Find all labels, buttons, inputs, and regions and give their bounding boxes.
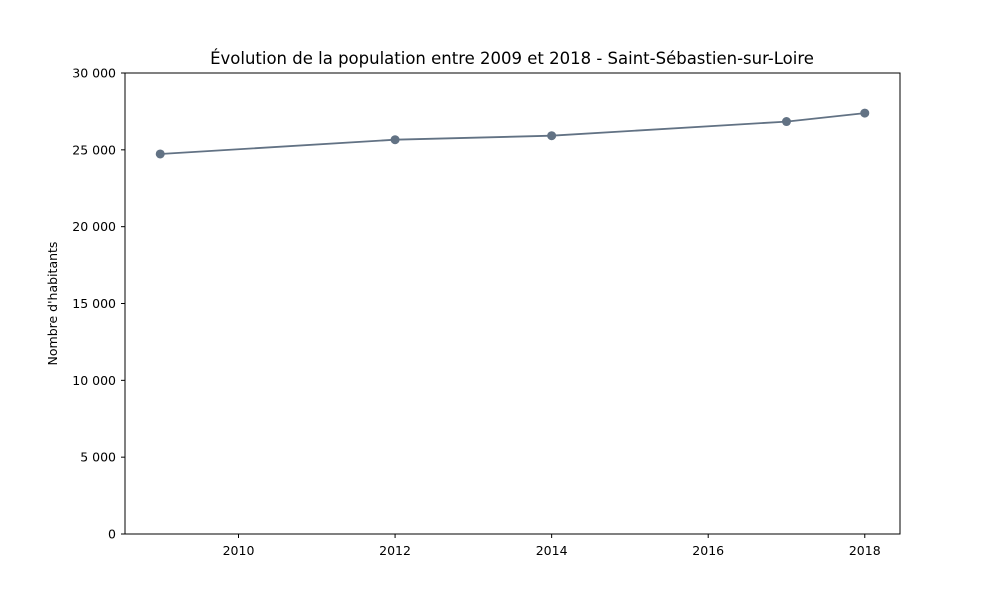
y-tick-label: 5 000 — [80, 450, 116, 465]
x-tick-label: 2018 — [849, 543, 881, 558]
y-tick-label: 30 000 — [72, 66, 116, 81]
series-line — [160, 112, 865, 155]
data-point — [547, 131, 557, 141]
data-point — [781, 117, 791, 127]
data-point — [860, 108, 870, 118]
plot-frame — [124, 72, 901, 535]
x-tick-label: 2014 — [536, 543, 568, 558]
x-tick-label: 2010 — [223, 543, 255, 558]
data-point — [155, 149, 165, 159]
x-tick-label: 2012 — [379, 543, 411, 558]
chart-title: Évolution de la population entre 2009 et… — [210, 49, 814, 68]
y-axis-ticks: 0 5 000 10 000 15 000 20 000 25 000 30 000 — [72, 66, 125, 542]
plot-series — [155, 108, 870, 159]
data-point — [390, 135, 400, 145]
y-tick-label: 10 000 — [72, 373, 116, 388]
x-axis-ticks: 2010 2012 2014 2016 2018 — [223, 534, 881, 558]
y-tick-label: 0 — [108, 527, 116, 542]
y-tick-label: 25 000 — [72, 142, 116, 157]
y-tick-label: 20 000 — [72, 219, 116, 234]
x-tick-label: 2016 — [692, 543, 724, 558]
y-axis-label: Nombre d'habitants — [45, 242, 60, 366]
y-tick-label: 15 000 — [72, 296, 116, 311]
